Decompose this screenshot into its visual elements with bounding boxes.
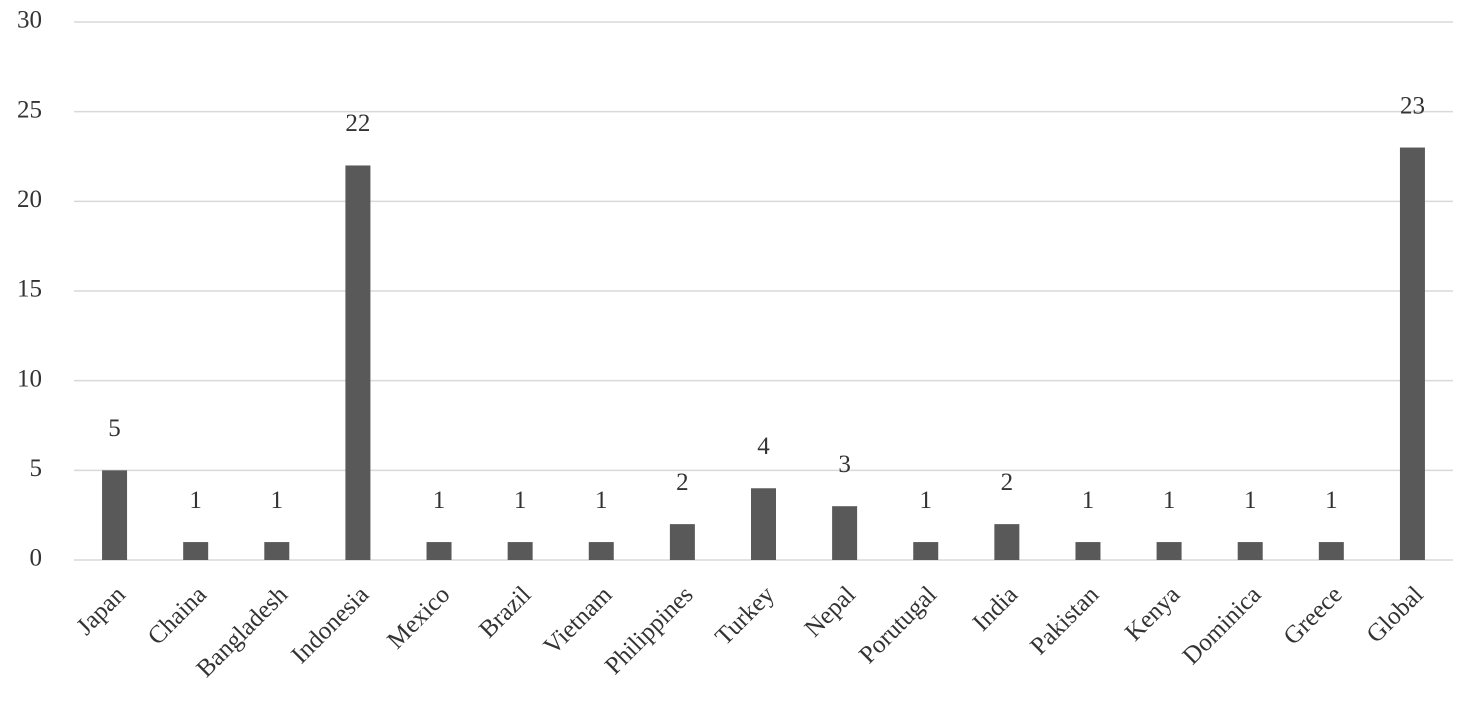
x-tick-label: Dominica <box>1178 581 1267 670</box>
x-tick-label: Vietnam <box>539 581 618 660</box>
bar <box>994 524 1020 560</box>
bar <box>588 542 614 560</box>
bar <box>751 488 776 560</box>
data-label: 22 <box>345 110 370 137</box>
data-label: 5 <box>108 415 121 442</box>
x-tick-label: Turkey <box>710 581 780 651</box>
bar <box>102 470 128 560</box>
y-tick-label: 30 <box>17 7 42 34</box>
data-label: 23 <box>1400 92 1425 119</box>
y-tick-label: 10 <box>17 365 42 392</box>
bar <box>1318 542 1344 560</box>
data-label: 1 <box>919 487 932 514</box>
data-label: 1 <box>189 487 202 514</box>
y-tick-label: 0 <box>30 545 43 572</box>
x-tick-label: Philippines <box>600 581 699 680</box>
data-label: 1 <box>271 487 284 514</box>
data-label: 1 <box>433 487 446 514</box>
x-tick-label: Brazil <box>474 581 536 643</box>
x-tick-label: India <box>968 581 1023 636</box>
bar <box>1075 542 1101 560</box>
data-label: 1 <box>595 487 608 514</box>
y-tick-label: 20 <box>17 186 42 213</box>
bar <box>1399 147 1425 561</box>
x-tick-label: Kenya <box>1120 581 1185 646</box>
bar <box>345 165 371 560</box>
bar <box>669 524 695 560</box>
x-tick-label: Porutugal <box>854 581 942 669</box>
data-label: 1 <box>1082 487 1095 514</box>
x-tick-label: Nepal <box>800 581 861 642</box>
y-tick-label: 15 <box>17 276 42 303</box>
bar <box>913 542 939 560</box>
data-label: 2 <box>1001 469 1014 496</box>
bar <box>1156 542 1182 560</box>
y-tick-label: 5 <box>30 455 43 482</box>
bar <box>832 506 858 560</box>
x-tick-label: Pakistan <box>1025 581 1104 660</box>
x-tick-label: Mexico <box>382 581 455 654</box>
data-label: 1 <box>1244 487 1257 514</box>
x-tick-label: Indonesia <box>286 581 374 669</box>
data-label: 2 <box>676 469 689 496</box>
y-tick-label: 25 <box>17 96 42 123</box>
data-label: 1 <box>1163 487 1176 514</box>
x-tick-label: Global <box>1362 581 1429 648</box>
bar <box>264 542 290 560</box>
data-label: 3 <box>838 451 851 478</box>
bar <box>183 542 209 560</box>
bar <box>507 542 533 560</box>
x-tick-label: Greece <box>1278 581 1347 650</box>
bar <box>426 542 452 560</box>
data-label: 1 <box>1325 487 1338 514</box>
data-label: 4 <box>757 433 770 460</box>
bar <box>1237 542 1263 560</box>
x-tick-label: Chaina <box>143 581 212 650</box>
x-tick-label: Japan <box>72 581 132 641</box>
data-label: 1 <box>514 487 527 514</box>
